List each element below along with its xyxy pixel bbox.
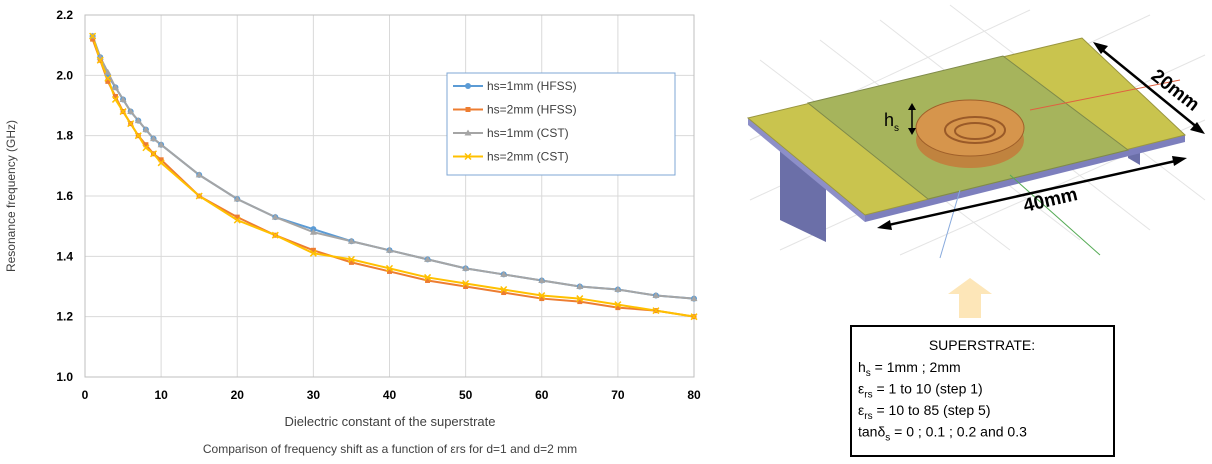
x-tick-label: 70 <box>611 388 625 402</box>
length-label: 40mm <box>1021 184 1079 217</box>
x-tick-label: 10 <box>154 388 168 402</box>
page: Resonance frequency (GHz) Dielectric con… <box>0 0 1212 459</box>
y-tick-label: 1.0 <box>56 370 73 384</box>
x-axis-label: Dielectric constant of the superstrate <box>285 414 496 429</box>
line-rest: = 10 to 85 (step 5) <box>873 402 991 418</box>
legend-label: hs=1mm (CST) <box>487 126 569 140</box>
height-label-main: h <box>884 110 894 130</box>
line-rest: = 1 to 10 (step 1) <box>873 381 983 397</box>
legend-label: hs=2mm (HFSS) <box>487 103 577 117</box>
x-tick-label: 20 <box>231 388 245 402</box>
x-tick-label: 60 <box>535 388 549 402</box>
line-sub: rs <box>864 390 872 401</box>
line-sub: rs <box>864 411 872 422</box>
marker <box>466 107 471 112</box>
x-tick-label: 30 <box>307 388 321 402</box>
x-tick-label: 80 <box>687 388 701 402</box>
x-tick-label: 0 <box>82 388 89 402</box>
arrow-head <box>877 220 892 230</box>
superstrate-title: SUPERSTRATE: <box>929 337 1035 353</box>
up-arrow <box>948 278 992 318</box>
y-tick-label: 1.8 <box>56 129 73 143</box>
legend-label: hs=2mm (CST) <box>487 150 569 164</box>
y-tick-label: 1.4 <box>56 249 73 263</box>
marker <box>465 83 471 89</box>
line-rest: = 1mm ; 2mm <box>871 359 961 375</box>
y-axis-label: Resonance frequency (GHz) <box>4 120 18 272</box>
line-rest: = 0 ; 0.1 ; 0.2 and 0.3 <box>890 424 1027 440</box>
line-main: h <box>858 359 866 375</box>
x-tick-label: 40 <box>383 388 397 402</box>
legend: hs=1mm (HFSS) hs=2mm (HFSS) hs=1mm (CST) hs… <box>447 73 675 175</box>
line-main: tanδ <box>858 424 885 440</box>
y-tick-label: 2.0 <box>56 68 73 82</box>
y-tick-label: 1.6 <box>56 189 73 203</box>
superstrate-disk <box>916 100 1024 156</box>
y-tick-label: 2.2 <box>56 8 73 22</box>
legend-label: hs=1mm (HFSS) <box>487 79 577 93</box>
arrow-head <box>1172 156 1187 166</box>
x-tick-label: 50 <box>459 388 473 402</box>
caption: Comparison of frequency shift as a funct… <box>203 442 577 456</box>
diagram: hs 20mm 40mm SUPERSTRATE: hs = 1mm ; 2mm… <box>748 5 1205 456</box>
height-label-sub: s <box>894 123 899 134</box>
chart: Resonance frequency (GHz) Dielectric con… <box>4 8 701 456</box>
y-tick-label: 1.2 <box>56 310 73 324</box>
